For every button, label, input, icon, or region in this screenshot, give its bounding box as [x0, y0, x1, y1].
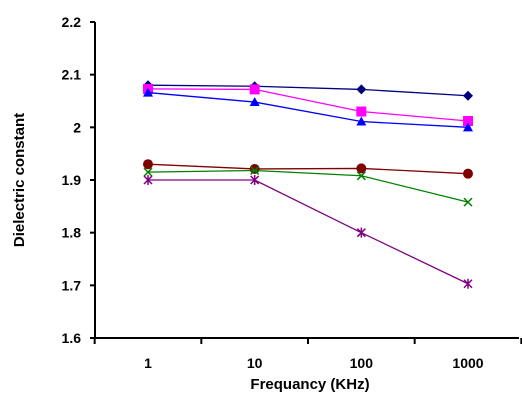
x-ticks: 1 10 100 1000	[93, 338, 522, 371]
x-tick-label: 100	[350, 355, 374, 371]
series-2	[143, 83, 473, 127]
data-point	[463, 278, 473, 289]
data-point	[249, 84, 260, 95]
y-tick-label: 1.7	[62, 277, 82, 293]
y-tick-label: 2	[73, 119, 81, 135]
series-line	[147, 88, 469, 122]
data-point	[250, 175, 260, 185]
data-point	[463, 197, 473, 207]
x-tick-label: 10	[247, 355, 263, 371]
data-point	[249, 97, 260, 107]
data-point	[463, 168, 473, 179]
series-4	[143, 159, 473, 179]
data-point	[463, 122, 473, 132]
series-line	[147, 163, 469, 175]
series-line	[147, 91, 469, 128]
data-point	[356, 163, 367, 174]
x-tick-label: 1000	[452, 355, 483, 371]
data-point	[463, 90, 473, 101]
y-ticks: 1.6 1.7 1.8 1.9 2 2.1 2.2	[62, 14, 95, 346]
data-point	[356, 171, 366, 181]
x-tick-label: 1	[144, 355, 152, 371]
data-point	[356, 106, 367, 117]
data-point	[356, 116, 367, 126]
data-point	[143, 87, 153, 97]
data-point	[249, 163, 260, 174]
x-axis-title: Frequancy (KHz)	[250, 376, 369, 393]
data-point	[250, 165, 260, 176]
y-tick-label: 1.6	[62, 330, 82, 346]
y-axis-title: Dielectric constant	[11, 113, 28, 247]
series-line	[147, 169, 469, 203]
data-point	[143, 167, 153, 177]
data-point	[356, 227, 366, 238]
data-point	[143, 175, 153, 185]
series-layer	[143, 80, 473, 289]
series-line	[148, 179, 469, 285]
series-5	[143, 165, 473, 207]
series-line	[147, 84, 469, 97]
y-tick-label: 2.1	[62, 67, 82, 83]
y-tick-label: 1.9	[62, 172, 82, 188]
y-tick-label: 2.2	[62, 14, 82, 30]
data-point	[463, 116, 473, 127]
series-6	[143, 175, 473, 289]
series-3	[143, 87, 473, 132]
series-1	[143, 80, 473, 101]
data-point	[356, 84, 367, 95]
y-tick-label: 1.8	[62, 225, 82, 241]
data-point	[143, 159, 153, 170]
